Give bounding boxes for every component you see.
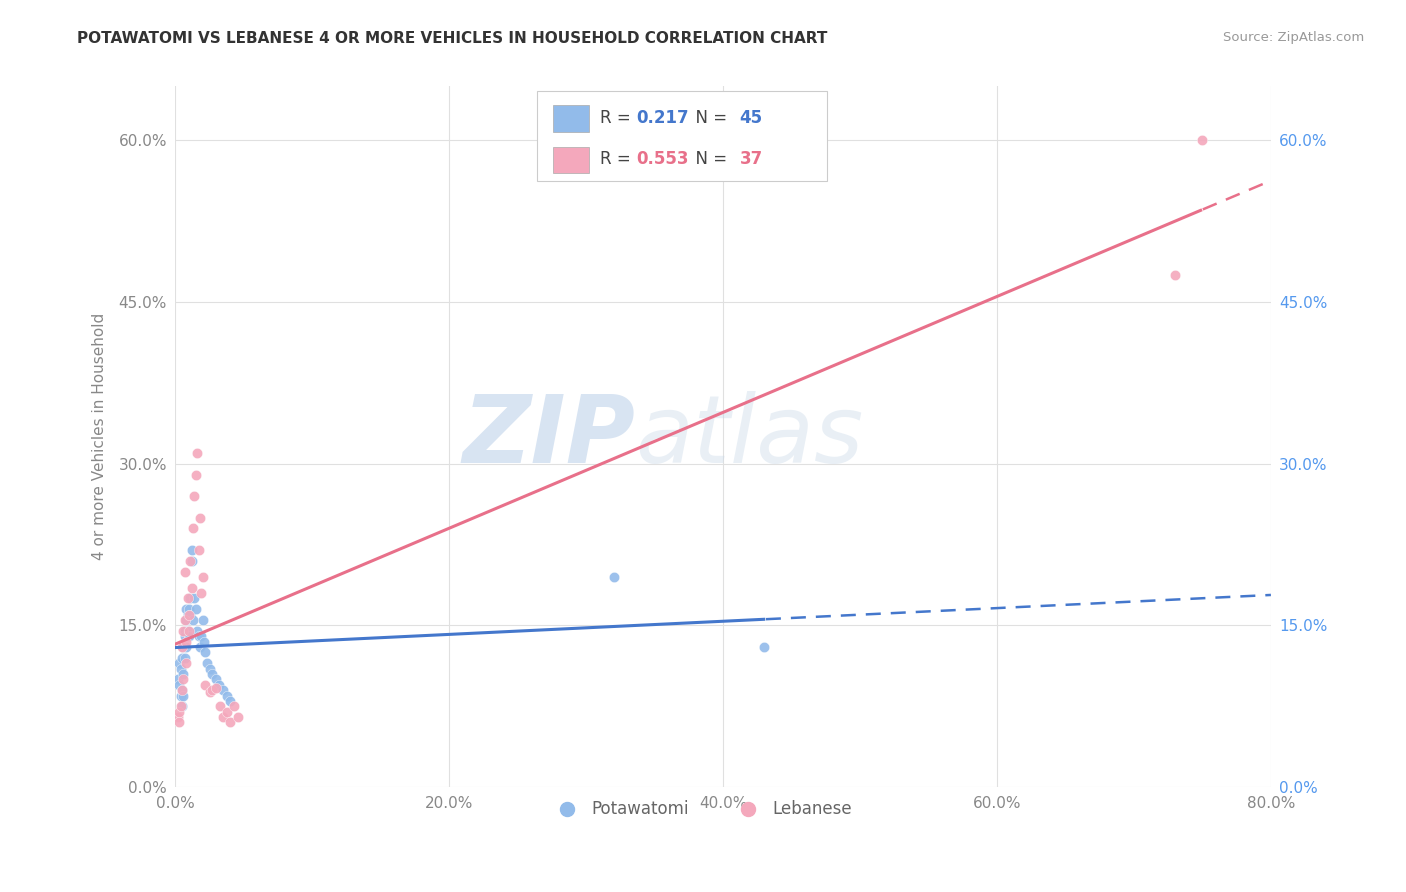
Point — [194, 678, 217, 692]
Point — [172, 640, 194, 654]
Point — [174, 656, 197, 670]
Point — [174, 602, 197, 616]
Point — [201, 667, 224, 681]
Y-axis label: 4 or more Vehicles in Household: 4 or more Vehicles in Household — [93, 313, 107, 560]
Point — [186, 624, 208, 638]
Point — [180, 543, 202, 558]
Point — [198, 662, 221, 676]
Point — [187, 543, 209, 558]
Point — [172, 650, 194, 665]
Point — [174, 634, 197, 648]
Point — [180, 554, 202, 568]
FancyBboxPatch shape — [537, 91, 827, 181]
Text: 0.553: 0.553 — [637, 150, 689, 169]
Point — [169, 678, 191, 692]
Text: R =: R = — [600, 150, 637, 169]
Point — [184, 467, 207, 482]
Point — [181, 613, 204, 627]
Point — [188, 510, 211, 524]
Point — [219, 694, 242, 708]
Legend: Potawatomi, Lebanese: Potawatomi, Lebanese — [544, 793, 859, 824]
Point — [170, 662, 193, 676]
Point — [208, 678, 231, 692]
Point — [217, 705, 239, 719]
Point — [167, 710, 190, 724]
Text: ZIP: ZIP — [463, 391, 636, 483]
Point — [179, 554, 201, 568]
Point — [194, 645, 217, 659]
Point — [169, 715, 191, 730]
Point — [205, 673, 228, 687]
Text: R =: R = — [600, 109, 637, 127]
Point — [198, 685, 221, 699]
Point — [169, 705, 191, 719]
Point — [184, 602, 207, 616]
Point — [190, 629, 212, 643]
Point — [176, 607, 198, 622]
Point — [195, 656, 218, 670]
Point — [187, 629, 209, 643]
Text: 45: 45 — [740, 109, 762, 127]
Point — [173, 640, 195, 654]
Point — [170, 699, 193, 714]
Point — [179, 591, 201, 606]
Point — [173, 667, 195, 681]
Point — [219, 715, 242, 730]
FancyBboxPatch shape — [554, 105, 589, 132]
Point — [170, 689, 193, 703]
Point — [201, 683, 224, 698]
Point — [173, 689, 195, 703]
Point — [205, 681, 228, 695]
Point — [173, 613, 195, 627]
Text: N =: N = — [685, 109, 733, 127]
Point — [191, 570, 214, 584]
Point — [212, 683, 235, 698]
Point — [174, 640, 197, 654]
Point — [173, 565, 195, 579]
Point — [224, 699, 246, 714]
Point — [172, 683, 194, 698]
Point — [177, 629, 200, 643]
Point — [173, 673, 195, 687]
Point — [188, 640, 211, 654]
Point — [190, 586, 212, 600]
Point — [176, 591, 198, 606]
Point — [169, 656, 191, 670]
Text: 0.217: 0.217 — [637, 109, 689, 127]
Point — [191, 613, 214, 627]
Point — [193, 634, 215, 648]
Point — [177, 602, 200, 616]
Point — [183, 489, 205, 503]
Point — [183, 591, 205, 606]
Point — [1164, 268, 1187, 282]
Point — [186, 446, 208, 460]
Point — [174, 613, 197, 627]
FancyBboxPatch shape — [554, 146, 589, 173]
Point — [176, 624, 198, 638]
Point — [180, 581, 202, 595]
Point — [177, 607, 200, 622]
Text: N =: N = — [685, 150, 733, 169]
Point — [173, 624, 195, 638]
Point — [173, 624, 195, 638]
Point — [209, 699, 232, 714]
Point — [177, 624, 200, 638]
Text: POTAWATOMI VS LEBANESE 4 OR MORE VEHICLES IN HOUSEHOLD CORRELATION CHART: POTAWATOMI VS LEBANESE 4 OR MORE VEHICLE… — [77, 31, 828, 46]
Point — [172, 683, 194, 698]
Point — [181, 521, 204, 535]
Point — [167, 673, 190, 687]
Text: 37: 37 — [740, 150, 763, 169]
Point — [602, 570, 624, 584]
Point — [754, 640, 776, 654]
Point — [212, 710, 235, 724]
Text: Source: ZipAtlas.com: Source: ZipAtlas.com — [1223, 31, 1364, 45]
Point — [172, 699, 194, 714]
Point — [226, 710, 249, 724]
Point — [1191, 133, 1213, 147]
Point — [173, 629, 195, 643]
Point — [217, 689, 239, 703]
Point — [173, 650, 195, 665]
Text: atlas: atlas — [636, 392, 863, 483]
Point — [179, 607, 201, 622]
